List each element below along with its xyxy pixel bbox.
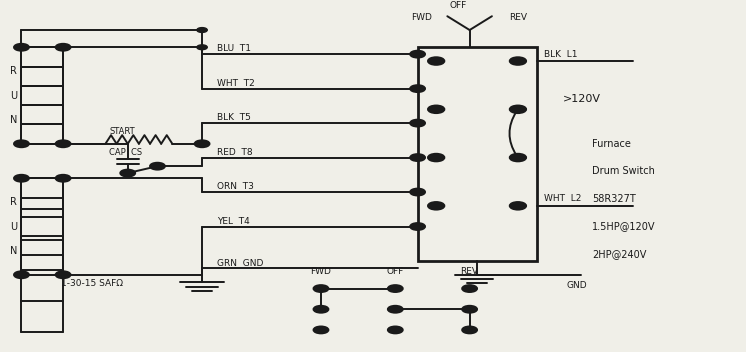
Text: ORN  T3: ORN T3 bbox=[217, 182, 254, 191]
Circle shape bbox=[313, 327, 328, 333]
Circle shape bbox=[463, 306, 477, 313]
Text: WHT  T2: WHT T2 bbox=[217, 79, 254, 88]
Bar bbox=[418, 47, 536, 261]
Text: R: R bbox=[10, 197, 17, 207]
Circle shape bbox=[14, 175, 29, 182]
Text: >120V: >120V bbox=[562, 94, 601, 104]
Circle shape bbox=[388, 306, 403, 313]
Text: REV: REV bbox=[509, 13, 527, 23]
Circle shape bbox=[510, 57, 526, 65]
Circle shape bbox=[195, 140, 210, 147]
Circle shape bbox=[510, 154, 526, 161]
Circle shape bbox=[313, 306, 328, 313]
Circle shape bbox=[56, 44, 71, 51]
Circle shape bbox=[14, 140, 29, 147]
Circle shape bbox=[56, 271, 71, 278]
Text: U: U bbox=[10, 90, 17, 101]
Text: CAP  CS: CAP CS bbox=[109, 148, 142, 157]
Text: 1.5HP@120V: 1.5HP@120V bbox=[592, 221, 656, 232]
Circle shape bbox=[510, 202, 526, 210]
Circle shape bbox=[388, 327, 403, 333]
Circle shape bbox=[410, 154, 425, 161]
Text: RED  T8: RED T8 bbox=[217, 148, 253, 157]
Text: WHT  L2: WHT L2 bbox=[544, 194, 581, 203]
Text: OFF: OFF bbox=[386, 267, 404, 276]
Circle shape bbox=[197, 45, 207, 50]
Circle shape bbox=[313, 285, 328, 292]
Circle shape bbox=[428, 106, 445, 113]
Text: N: N bbox=[10, 246, 18, 256]
Circle shape bbox=[410, 51, 425, 58]
Circle shape bbox=[410, 85, 425, 92]
Circle shape bbox=[410, 189, 425, 195]
Text: FWD: FWD bbox=[411, 13, 432, 23]
Circle shape bbox=[428, 154, 445, 161]
Text: REV: REV bbox=[460, 267, 479, 276]
Text: Drum Switch: Drum Switch bbox=[592, 166, 655, 176]
Text: GND: GND bbox=[566, 281, 587, 290]
Circle shape bbox=[56, 140, 71, 147]
Circle shape bbox=[510, 106, 526, 113]
Circle shape bbox=[197, 142, 207, 146]
Text: 2HP@240V: 2HP@240V bbox=[592, 249, 647, 259]
Circle shape bbox=[56, 175, 71, 182]
Circle shape bbox=[150, 163, 165, 170]
Text: FWD: FWD bbox=[310, 267, 331, 276]
Circle shape bbox=[428, 57, 445, 65]
Circle shape bbox=[14, 271, 29, 278]
Circle shape bbox=[463, 285, 477, 292]
Text: U: U bbox=[10, 221, 17, 232]
Text: N: N bbox=[10, 115, 18, 125]
Circle shape bbox=[120, 170, 135, 176]
Text: BLU  T1: BLU T1 bbox=[217, 44, 251, 54]
Text: YEL  T4: YEL T4 bbox=[217, 217, 250, 226]
Circle shape bbox=[410, 120, 425, 126]
Text: START: START bbox=[109, 127, 135, 136]
Circle shape bbox=[14, 44, 29, 51]
Circle shape bbox=[388, 285, 403, 292]
Text: BLK  L1: BLK L1 bbox=[544, 50, 577, 59]
Text: BLK  T5: BLK T5 bbox=[217, 113, 251, 122]
Text: 1-30-15 SAFΩ: 1-30-15 SAFΩ bbox=[61, 279, 123, 288]
Text: Furnace: Furnace bbox=[592, 139, 631, 149]
Circle shape bbox=[428, 202, 445, 210]
Circle shape bbox=[197, 27, 207, 32]
Text: 58R327T: 58R327T bbox=[592, 194, 636, 204]
Text: GRN  GND: GRN GND bbox=[217, 259, 263, 268]
Circle shape bbox=[410, 223, 425, 230]
Text: OFF: OFF bbox=[450, 1, 467, 11]
Circle shape bbox=[463, 327, 477, 333]
Text: R: R bbox=[10, 67, 17, 76]
